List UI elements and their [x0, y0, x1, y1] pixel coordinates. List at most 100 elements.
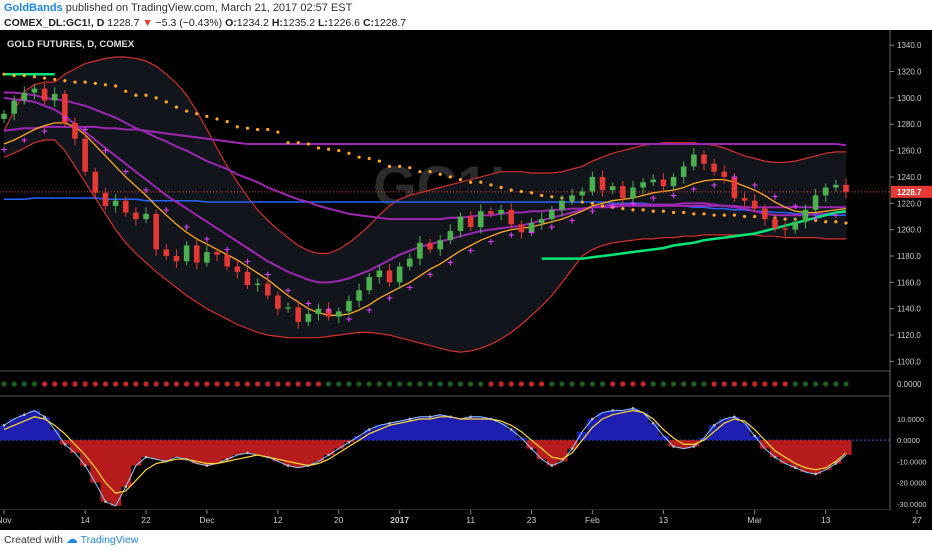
cross-marker: + — [426, 270, 434, 280]
histogram-bar — [485, 418, 497, 441]
histogram-bar — [455, 418, 467, 441]
signal-dot — [498, 381, 504, 387]
histogram-bar — [536, 440, 548, 460]
candle-body — [325, 308, 332, 317]
trail-dot — [438, 172, 442, 176]
candle-body — [569, 195, 575, 201]
cross-marker: + — [771, 193, 779, 203]
histogram-bar — [556, 440, 568, 462]
x-axis-background — [0, 510, 890, 530]
cross-marker: + — [81, 126, 89, 136]
histogram-bar — [759, 440, 771, 449]
histogram-bar — [729, 416, 740, 441]
candle-body — [741, 198, 748, 201]
oscillator-line — [3, 407, 847, 507]
candle-body — [751, 200, 758, 209]
cross-marker: + — [305, 299, 313, 309]
signal-dot — [772, 381, 778, 387]
last-price: 1228.7 — [107, 17, 140, 29]
trail-dot — [347, 151, 351, 155]
cross-marker: + — [568, 216, 576, 226]
histogram-bar — [181, 440, 193, 460]
candle-body — [782, 228, 788, 230]
oscillator-dot — [692, 445, 696, 448]
tradingview-link[interactable]: TradingView — [80, 534, 139, 546]
histogram-bar — [222, 440, 233, 460]
created-with-text: Created with — [4, 534, 63, 546]
time-axis[interactable]: Nov 14 22 Dec 12 20 2017 11 23 Feb 13 Mar 13 27 — [0, 510, 922, 530]
y-tick-label: 1140.0 — [897, 305, 921, 314]
lower-band-line — [3, 139, 846, 353]
oscillator-dot — [367, 428, 371, 431]
y-tick-label: 1200.0 — [897, 226, 922, 235]
cross-marker: + — [649, 194, 657, 204]
trail-dot — [316, 146, 321, 150]
histogram-bar — [232, 440, 243, 455]
author-link[interactable]: GoldBands — [4, 2, 63, 14]
histogram-bar — [19, 414, 30, 441]
y-tick-label: 1160.0 — [897, 278, 921, 287]
cross-marker: + — [21, 136, 29, 146]
signal-dot — [52, 381, 58, 387]
trail-dot — [266, 127, 270, 132]
candle-body — [143, 213, 149, 220]
trail-dot — [103, 83, 108, 87]
candle-body — [437, 240, 444, 250]
candle-body — [173, 256, 180, 262]
trail-dot — [256, 127, 260, 132]
histogram-bar — [404, 418, 416, 441]
candle-body — [660, 179, 667, 187]
histogram-bar — [262, 440, 274, 458]
trail-dot — [83, 80, 87, 84]
signal-dot — [660, 381, 666, 387]
candle-body — [1, 113, 7, 119]
quote-line: COMEX_DL:GC1!, D 1228.7 ▼ −5.3 (−0.43%) … — [4, 17, 406, 29]
histogram-bar — [658, 435, 669, 441]
trail-dot — [195, 112, 199, 116]
trail-dot — [113, 84, 118, 88]
main-pane[interactable]: GC1!++++++++++++++++++++++++++ +++++ ++ ++ +… — [0, 56, 890, 372]
cross-marker: + — [751, 181, 759, 191]
candle-body — [457, 216, 464, 231]
price-axis[interactable]: 1340.0 1320.0 1300.0 1280.0 1260.0 1240.0 1220… — [889, 30, 932, 530]
candle-body — [701, 154, 707, 164]
signal-dot — [579, 381, 585, 387]
axis-background — [890, 30, 932, 530]
oscillator-dot — [469, 415, 472, 419]
signal-dot — [397, 381, 403, 387]
signal-dot — [72, 381, 78, 387]
cross-marker: + — [0, 145, 8, 155]
trail-dot — [93, 81, 97, 85]
price-chart[interactable]: GC1!++++++++++++++++++++++++++ +++++ ++ ++ +… — [0, 30, 932, 530]
signal-dot — [62, 381, 68, 387]
histogram-bar — [353, 435, 365, 441]
band-fill — [4, 57, 846, 353]
candle-body — [691, 154, 697, 167]
candle-body — [498, 209, 504, 214]
oscillator-dot — [327, 453, 330, 457]
trail-dot — [367, 156, 371, 161]
cross-marker: + — [365, 306, 373, 316]
close-label: C: — [362, 17, 375, 29]
histogram-bar — [69, 440, 81, 453]
signal-dot — [762, 381, 768, 387]
x-tick-label: Mar — [747, 515, 762, 525]
trail-dot — [63, 79, 67, 83]
signal-dot — [528, 381, 535, 387]
oscillator-dot — [63, 443, 67, 446]
trail-dot — [53, 77, 57, 82]
histogram-bar — [638, 412, 649, 441]
signal-dot — [82, 381, 88, 387]
oscillator-dot — [814, 472, 817, 476]
cross-marker: + — [406, 284, 414, 294]
trail-dot — [42, 76, 47, 80]
candle-body — [214, 252, 220, 255]
signal-dot — [569, 381, 575, 387]
signal-dot — [508, 381, 514, 387]
candle-body — [295, 307, 301, 322]
trail-dot — [185, 109, 189, 113]
candle-body — [153, 213, 159, 250]
histogram-bar — [151, 440, 162, 460]
signal-dot — [599, 381, 606, 387]
signal-dot — [447, 381, 453, 387]
